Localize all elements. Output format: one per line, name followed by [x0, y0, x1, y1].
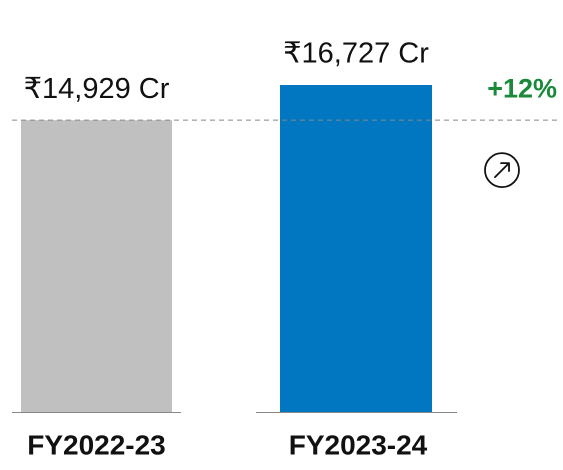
trend-arrow — [494, 162, 510, 179]
value-label: ₹16,727 Cr — [283, 38, 429, 70]
trend-icon — [484, 152, 520, 189]
value-label: ₹14,929 Cr — [24, 73, 170, 105]
bar — [280, 85, 432, 412]
category-label: FY2023-24 — [289, 429, 428, 460]
category-label: FY2022-23 — [27, 429, 166, 460]
bar — [21, 120, 172, 412]
change-annotation: +12% — [487, 73, 557, 103]
